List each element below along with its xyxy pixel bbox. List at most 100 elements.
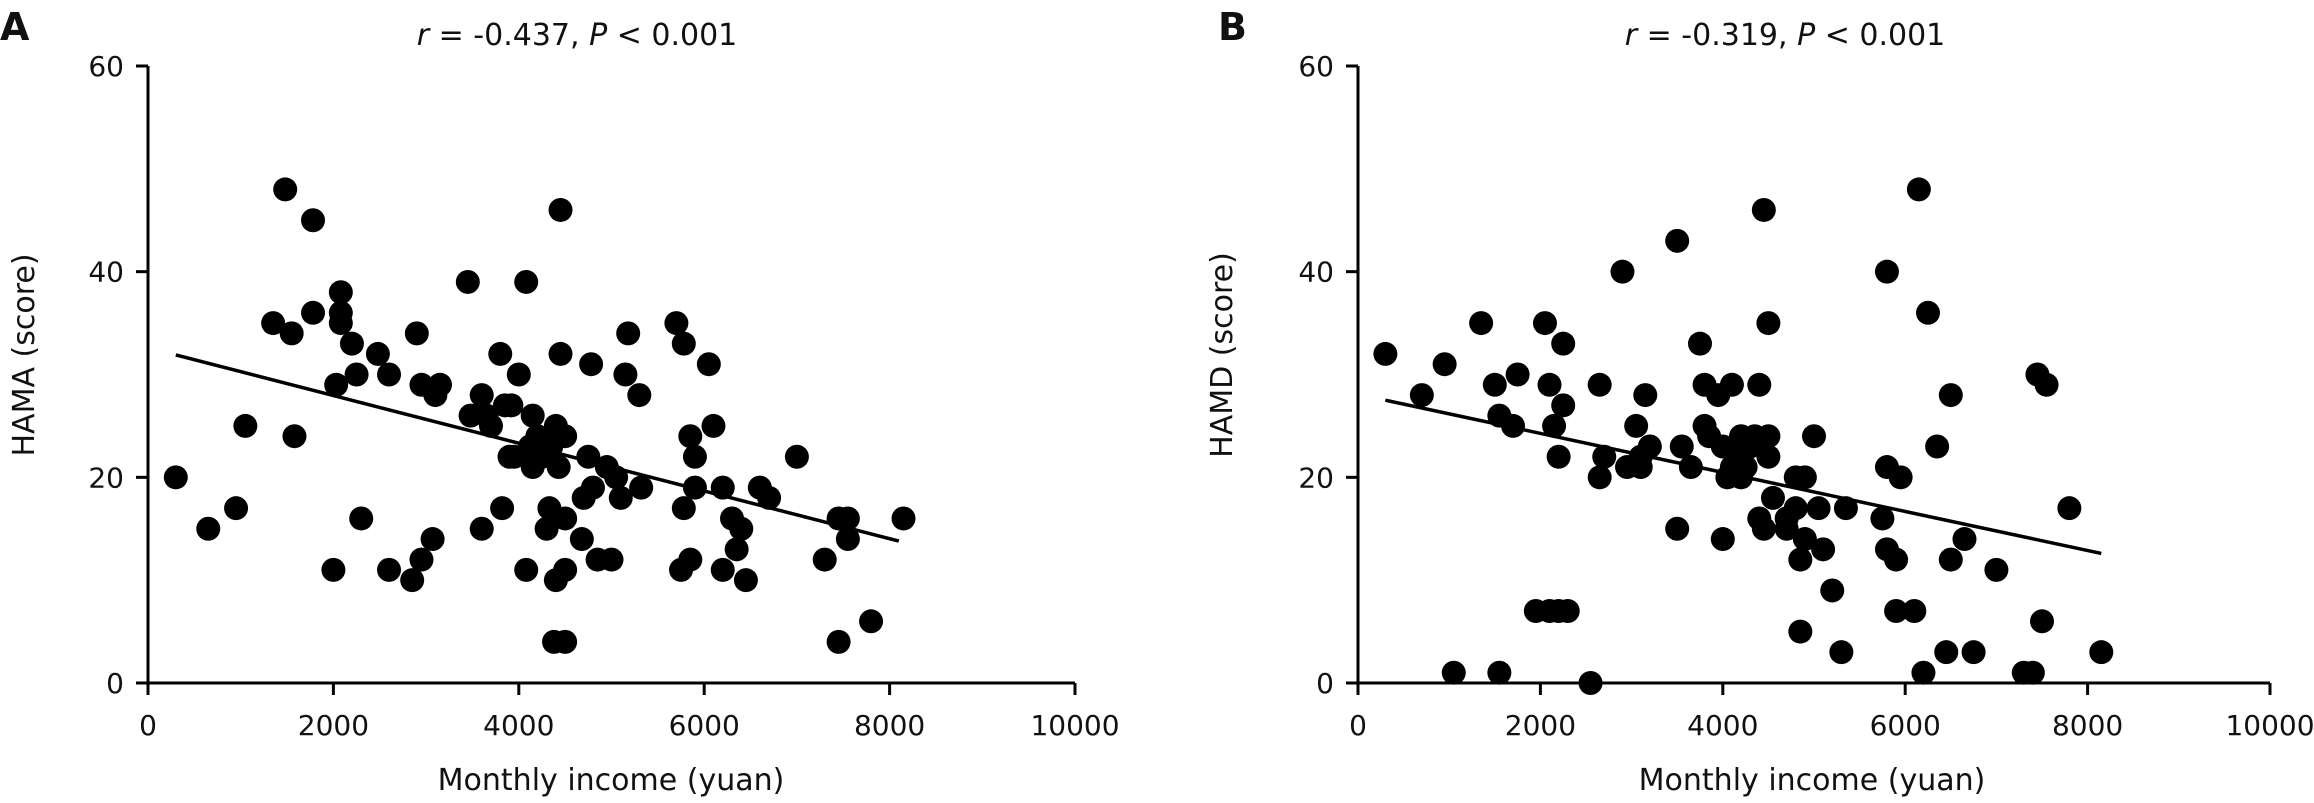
data-point [1811,537,1836,562]
data-point [1984,557,2009,582]
data-point [1938,383,1963,408]
data-point [2057,496,2082,521]
data-point [553,629,578,654]
data-point [469,516,494,541]
data-point [478,413,503,438]
data-point [579,352,604,377]
data-point [1906,177,1931,202]
data-point [324,372,349,397]
y-tick-label: 60 [88,50,124,83]
axes: 0 20 40 60 0 2000 4000 6000 8000 10000 [88,50,1119,742]
data-point [404,321,429,346]
y-tick-label: 20 [88,461,124,494]
data-point [733,568,758,593]
data-point [1783,496,1808,521]
data-point [1505,362,1530,387]
data-point [1733,455,1758,480]
data-point [553,557,578,582]
data-point [1537,372,1562,397]
data-point [1792,527,1817,552]
fit-line-group [175,353,900,543]
data-point [757,485,782,510]
data-point [1756,444,1781,469]
data-point [696,352,721,377]
data-point [664,311,689,336]
data-point [580,475,605,500]
data-point [514,557,539,582]
data-point [328,300,353,325]
data-point [301,300,326,325]
x-tick-label: 10000 [1030,709,1119,742]
data-point [1578,671,1603,695]
points [163,177,916,654]
data-point [377,557,402,582]
data-point [261,311,286,336]
data-point [514,269,539,294]
data-point [1637,434,1662,459]
data-point [1624,413,1649,438]
data-point [1432,352,1457,377]
data-point [400,568,425,593]
y-axis-label: HAMD (score) [1205,252,1240,458]
x-tick-label: 4000 [1687,709,1758,742]
data-point [301,208,326,233]
data-point [520,403,545,428]
data-point [1833,496,1858,521]
stat-annotation: r = -0.437, P < 0.001 [417,18,738,53]
x-tick-label: 0 [1349,709,1367,742]
data-point [1820,578,1845,603]
data-point [321,557,346,582]
data-point [724,537,749,562]
data-point [553,424,578,449]
data-point [701,413,726,438]
data-point [613,362,638,387]
x-tick-label: 2000 [1505,709,1576,742]
data-point [1487,660,1512,685]
panel-letter: A [0,5,30,49]
data-point [835,506,860,531]
data-point [1774,516,1799,541]
data-point [608,485,633,510]
data-point [490,496,515,521]
data-point [678,547,703,572]
data-point [282,424,307,449]
panel-a: A r = -0.437, P < 0.001 HAMA (score) Mon… [0,5,1120,798]
data-point [1747,372,1772,397]
data-point [339,331,364,356]
data-point [812,547,837,572]
data-point [349,506,374,531]
data-point [196,516,221,541]
x-tick-label: 4000 [483,709,554,742]
x-tick-label: 0 [139,709,157,742]
data-point [344,362,369,387]
data-point [1788,547,1813,572]
data-point [784,444,809,469]
data-point [273,177,298,202]
data-point [1719,372,1744,397]
fit-line-group [1384,398,2102,556]
data-point [409,547,434,572]
data-point [420,527,445,552]
data-point [1669,434,1694,459]
data-point [1802,424,1826,449]
x-tick-label: 6000 [1870,709,1941,742]
data-point [682,444,707,469]
x-tick-label: 6000 [669,709,740,742]
data-point [2034,372,2059,397]
data-point [1441,660,1466,685]
data-point [469,383,494,408]
data-point [1884,599,1909,624]
data-point [569,527,594,552]
data-point [1888,465,1913,490]
data-point [1916,300,1940,325]
data-point [553,506,578,531]
data-point [1829,640,1854,665]
data-point [2020,660,2045,685]
data-point [629,475,654,500]
data-point [377,362,402,387]
data-point [1482,372,1507,397]
data-point [163,465,188,490]
data-point [599,547,624,572]
points [1373,177,2114,695]
data-point [1587,372,1612,397]
